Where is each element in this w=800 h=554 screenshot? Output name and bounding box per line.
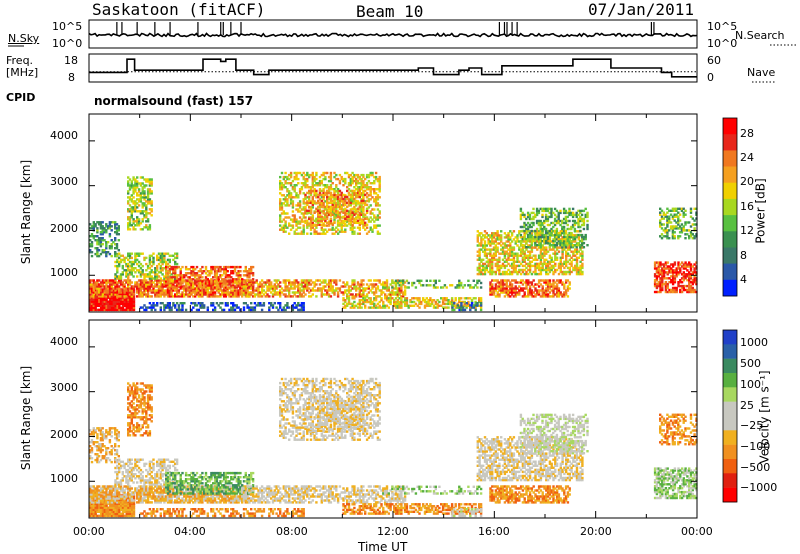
power-colorbar-tick-3: 16: [740, 200, 754, 213]
xaxis-label: Time UT: [358, 540, 408, 554]
power-colorbar-swatch-3: [723, 166, 737, 183]
velocity-colorbar-tick-2: 100: [740, 378, 761, 391]
power-ytick-2000: 2000: [50, 222, 78, 235]
nsearch-label: N.Search: [735, 29, 785, 42]
power-colorbar-swatch-4: [723, 182, 737, 200]
velocity-colorbar-tick-3: 25: [740, 399, 754, 412]
velocity-colorbar-swatch-8: [723, 444, 737, 460]
station-title: Saskatoon (fitACF): [92, 0, 266, 19]
power-colorbar-tick-2: 20: [740, 175, 754, 188]
vel-ytick-3000: 3000: [50, 381, 78, 394]
velocity-colorbar-swatch-3: [723, 373, 737, 388]
freq-tick-top: 18: [64, 54, 78, 67]
power-colorbar-tick-5: 8: [740, 249, 747, 262]
power-colorbar-swatch-1: [723, 134, 737, 151]
nsky-tick-top: 10^5: [52, 20, 83, 33]
velocity-colorbar-tick-1: 500: [740, 357, 761, 370]
program-label: normalsound (fast) 157: [94, 94, 254, 108]
velocity-colorbar-tick-5: −100: [740, 440, 771, 453]
vel-ytick-1000: 1000: [50, 472, 78, 485]
date-label: 07/Jan/2011: [588, 0, 694, 19]
power-ytick-1000: 1000: [50, 266, 78, 279]
freq-label-line2: [MHz]: [6, 66, 39, 79]
nave-tick-bottom: 0: [707, 71, 714, 84]
nsearch-tick-top: 10^5: [707, 20, 738, 33]
power-colorbar-swatch-2: [723, 150, 737, 167]
velocity-colorbar-swatch-4: [723, 387, 737, 402]
velocity-colorbar-tick-7: −1000: [740, 481, 778, 494]
nave-label: Nave: [747, 66, 776, 79]
power-colorbar-swatch-8: [723, 247, 737, 264]
velocity-colorbar-swatch-0: [723, 330, 737, 345]
xtick-label-0: 00:00: [73, 525, 105, 538]
velocity-colorbar-tick-0: 1000: [740, 336, 768, 349]
nsearch-tick-bottom: 10^0: [707, 37, 738, 50]
power-colorbar-tick-1: 24: [740, 151, 754, 164]
velocity-colorbar-swatch-5: [723, 401, 737, 417]
velocity-colorbar-swatch-9: [723, 459, 737, 474]
velocity-heatmap-cells: [89, 377, 698, 518]
power-colorbar-swatch-6: [723, 215, 737, 232]
velocity-colorbar-tick-6: −500: [740, 461, 771, 474]
power-colorbar-frame: [722, 117, 738, 297]
xtick-label-5: 20:00: [580, 525, 612, 538]
xtick-label-1: 04:00: [174, 525, 206, 538]
power-colorbar-swatch-10: [723, 279, 737, 297]
freq-panel-frame: [88, 53, 698, 83]
xtick-label-6: 00:00: [681, 525, 713, 538]
velocity-colorbar-swatch-10: [723, 473, 737, 488]
velocity-colorbar-swatch-2: [723, 358, 737, 374]
power-colorbar-tick-4: 12: [740, 224, 754, 237]
frequency-line: [89, 58, 697, 78]
velocity-colorbar-swatch-6: [723, 416, 737, 431]
velocity-colorbar-swatch-7: [723, 430, 737, 445]
power-heatmap-cells: [89, 171, 698, 312]
velocity-colorbar-tick-4: −25: [740, 419, 764, 432]
xtick-label-4: 16:00: [478, 525, 510, 538]
xtick-label-2: 08:00: [276, 525, 308, 538]
freq-tick-bottom: 8: [68, 71, 75, 84]
velocity-colorbar-swatch-1: [723, 344, 737, 359]
velocity-colorbar-swatch-11: [723, 487, 737, 503]
beam-label: Beam 10: [356, 2, 424, 21]
power-colorbar-tick-6: 4: [740, 273, 747, 286]
xtick-label-3: 12:00: [377, 525, 409, 538]
power-ytick-3000: 3000: [50, 175, 78, 188]
vel-ytick-4000: 4000: [50, 335, 78, 348]
cpid-label: CPID: [6, 91, 36, 104]
power-ytick-4000: 4000: [50, 129, 78, 142]
noise-sky-line: [88, 32, 698, 38]
velocity-colorbar-frame: [722, 329, 738, 503]
power-colorbar-swatch-5: [723, 198, 737, 216]
power-colorbar-swatch-7: [723, 231, 737, 248]
nsky-tick-bottom: 10^0: [52, 37, 83, 50]
nave-tick-top: 60: [707, 54, 721, 67]
power-colorbar-swatch-0: [723, 118, 737, 135]
power-colorbar-swatch-9: [723, 263, 737, 281]
freq-label-line1: Freq.: [6, 54, 34, 67]
vel-ytick-2000: 2000: [50, 428, 78, 441]
nsky-label: N.Sky: [8, 32, 40, 45]
power-colorbar-tick-0: 28: [740, 127, 754, 140]
